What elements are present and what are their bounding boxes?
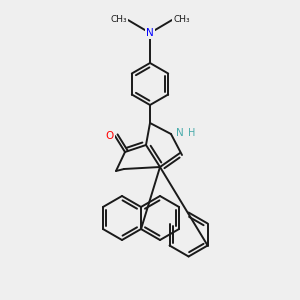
Text: O: O [106, 131, 114, 141]
Text: N: N [176, 128, 184, 138]
Text: H: H [188, 128, 195, 138]
Text: N: N [146, 28, 154, 38]
Text: CH₃: CH₃ [110, 16, 127, 25]
Text: CH₃: CH₃ [173, 16, 190, 25]
